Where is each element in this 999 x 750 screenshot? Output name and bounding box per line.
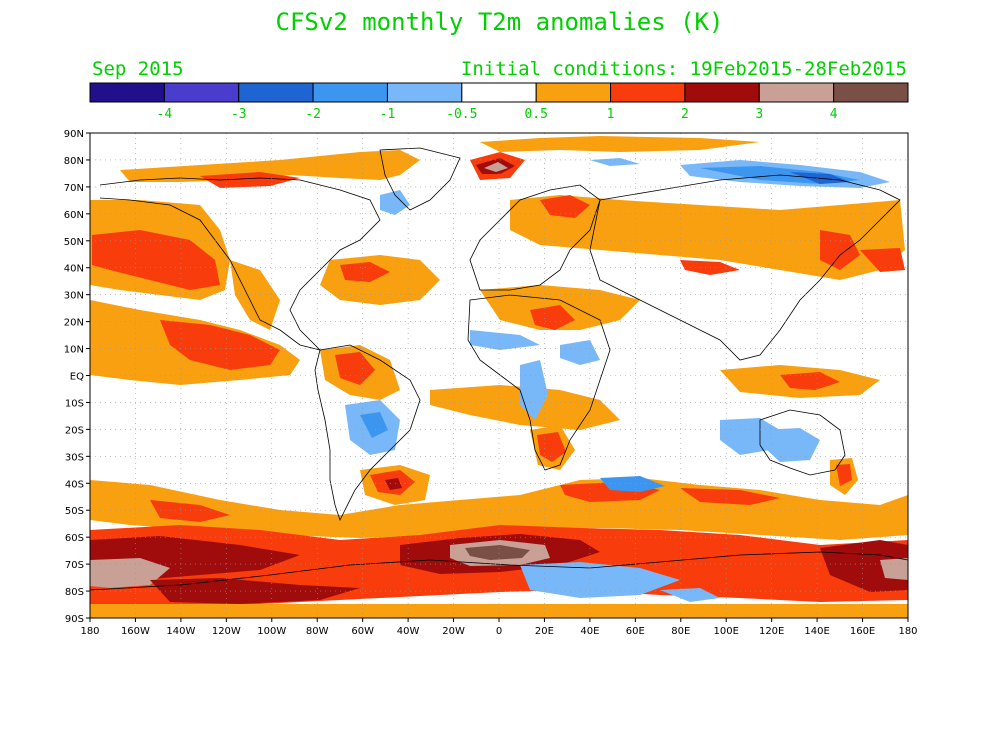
color-bar-swatch — [89, 82, 165, 103]
longitude-label: 80W — [306, 626, 329, 637]
longitude-label: 180 — [80, 626, 99, 637]
color-bar-label: -3 — [231, 107, 247, 122]
color-bar-swatch — [386, 82, 463, 103]
color-bar-label: -4 — [157, 107, 173, 122]
color-bar-label: 3 — [755, 107, 763, 122]
color-bar-labels: -4 -3 -2 -1 -0.5 0.5 1 2 3 4 — [157, 107, 838, 122]
color-bar-swatch — [535, 82, 612, 103]
longitude-labels: 180 160W 140W 120W 100W 80W 60W 40W 20W 0 20E 40E 60… — [80, 618, 918, 637]
latitude-label: 90S — [65, 614, 84, 625]
latitude-label: 50S — [65, 506, 84, 517]
color-bar-label: 1 — [607, 107, 615, 122]
latitude-label: 20N — [64, 318, 84, 329]
latitude-label: 70S — [65, 560, 84, 571]
longitude-label: 20E — [535, 626, 554, 637]
longitude-label: 120E — [759, 626, 784, 637]
latitude-label: 20S — [65, 425, 84, 436]
latitude-label: 50N — [64, 237, 84, 248]
coastlines — [89, 147, 909, 591]
latitude-label: 80N — [64, 156, 84, 167]
longitude-label: 40E — [580, 626, 599, 637]
color-bar-label: -0.5 — [446, 107, 477, 122]
latitude-label: 90N — [64, 129, 84, 140]
color-bar — [89, 82, 909, 103]
longitude-label: 160W — [121, 626, 150, 637]
grid-lines — [90, 133, 908, 618]
longitude-label: 140W — [166, 626, 195, 637]
longitude-label: 60E — [626, 626, 645, 637]
latitude-labels: 90N 80N 70N 60N 50N 40N 30N 20N 10N EQ 10S 20S 30S 40… — [64, 129, 90, 625]
color-bar-swatch — [684, 82, 760, 103]
color-bar-label: -1 — [380, 107, 396, 122]
color-bar-label: 0.5 — [524, 107, 547, 122]
map-title: CFSv2 monthly T2m anomalies (K) — [275, 8, 724, 36]
latitude-label: EQ — [70, 372, 84, 383]
longitude-label: 100W — [257, 626, 286, 637]
latitude-label: 40N — [64, 264, 84, 275]
longitude-label: 100E — [714, 626, 739, 637]
longitude-label: 60W — [351, 626, 374, 637]
latitude-label: 30S — [65, 452, 84, 463]
color-bar-swatch — [610, 82, 686, 103]
longitude-label: 0 — [496, 626, 502, 637]
forecast-period: Sep 2015 — [92, 58, 184, 80]
latitude-label: 10N — [64, 345, 84, 356]
color-bar-label: -2 — [305, 107, 321, 122]
color-bar-label: 2 — [681, 107, 689, 122]
latitude-label: 40S — [65, 479, 84, 490]
latitude-label: 10S — [65, 398, 84, 409]
latitude-label: 60S — [65, 533, 84, 544]
longitude-label: 20W — [442, 626, 465, 637]
longitude-label: 80E — [671, 626, 690, 637]
longitude-label: 140E — [804, 626, 829, 637]
color-bar-swatch — [758, 82, 835, 103]
initial-conditions: Initial conditions: 19Feb2015-28Feb2015 — [460, 58, 907, 80]
longitude-label: 40W — [397, 626, 420, 637]
latitude-label: 70N — [64, 183, 84, 194]
color-bar-label: 4 — [830, 107, 838, 122]
longitude-label: 120W — [212, 626, 241, 637]
color-bar-swatch — [461, 82, 537, 103]
longitude-label: 180 — [898, 626, 917, 637]
latitude-label: 60N — [64, 210, 84, 221]
latitude-label: 30N — [64, 291, 84, 302]
color-bar-swatch — [833, 82, 909, 103]
color-bar-swatch — [238, 82, 314, 103]
color-bar-swatch — [163, 82, 240, 103]
longitude-label: 160E — [850, 626, 875, 637]
latitude-label: 80S — [65, 587, 84, 598]
color-bar-swatch — [312, 82, 388, 103]
